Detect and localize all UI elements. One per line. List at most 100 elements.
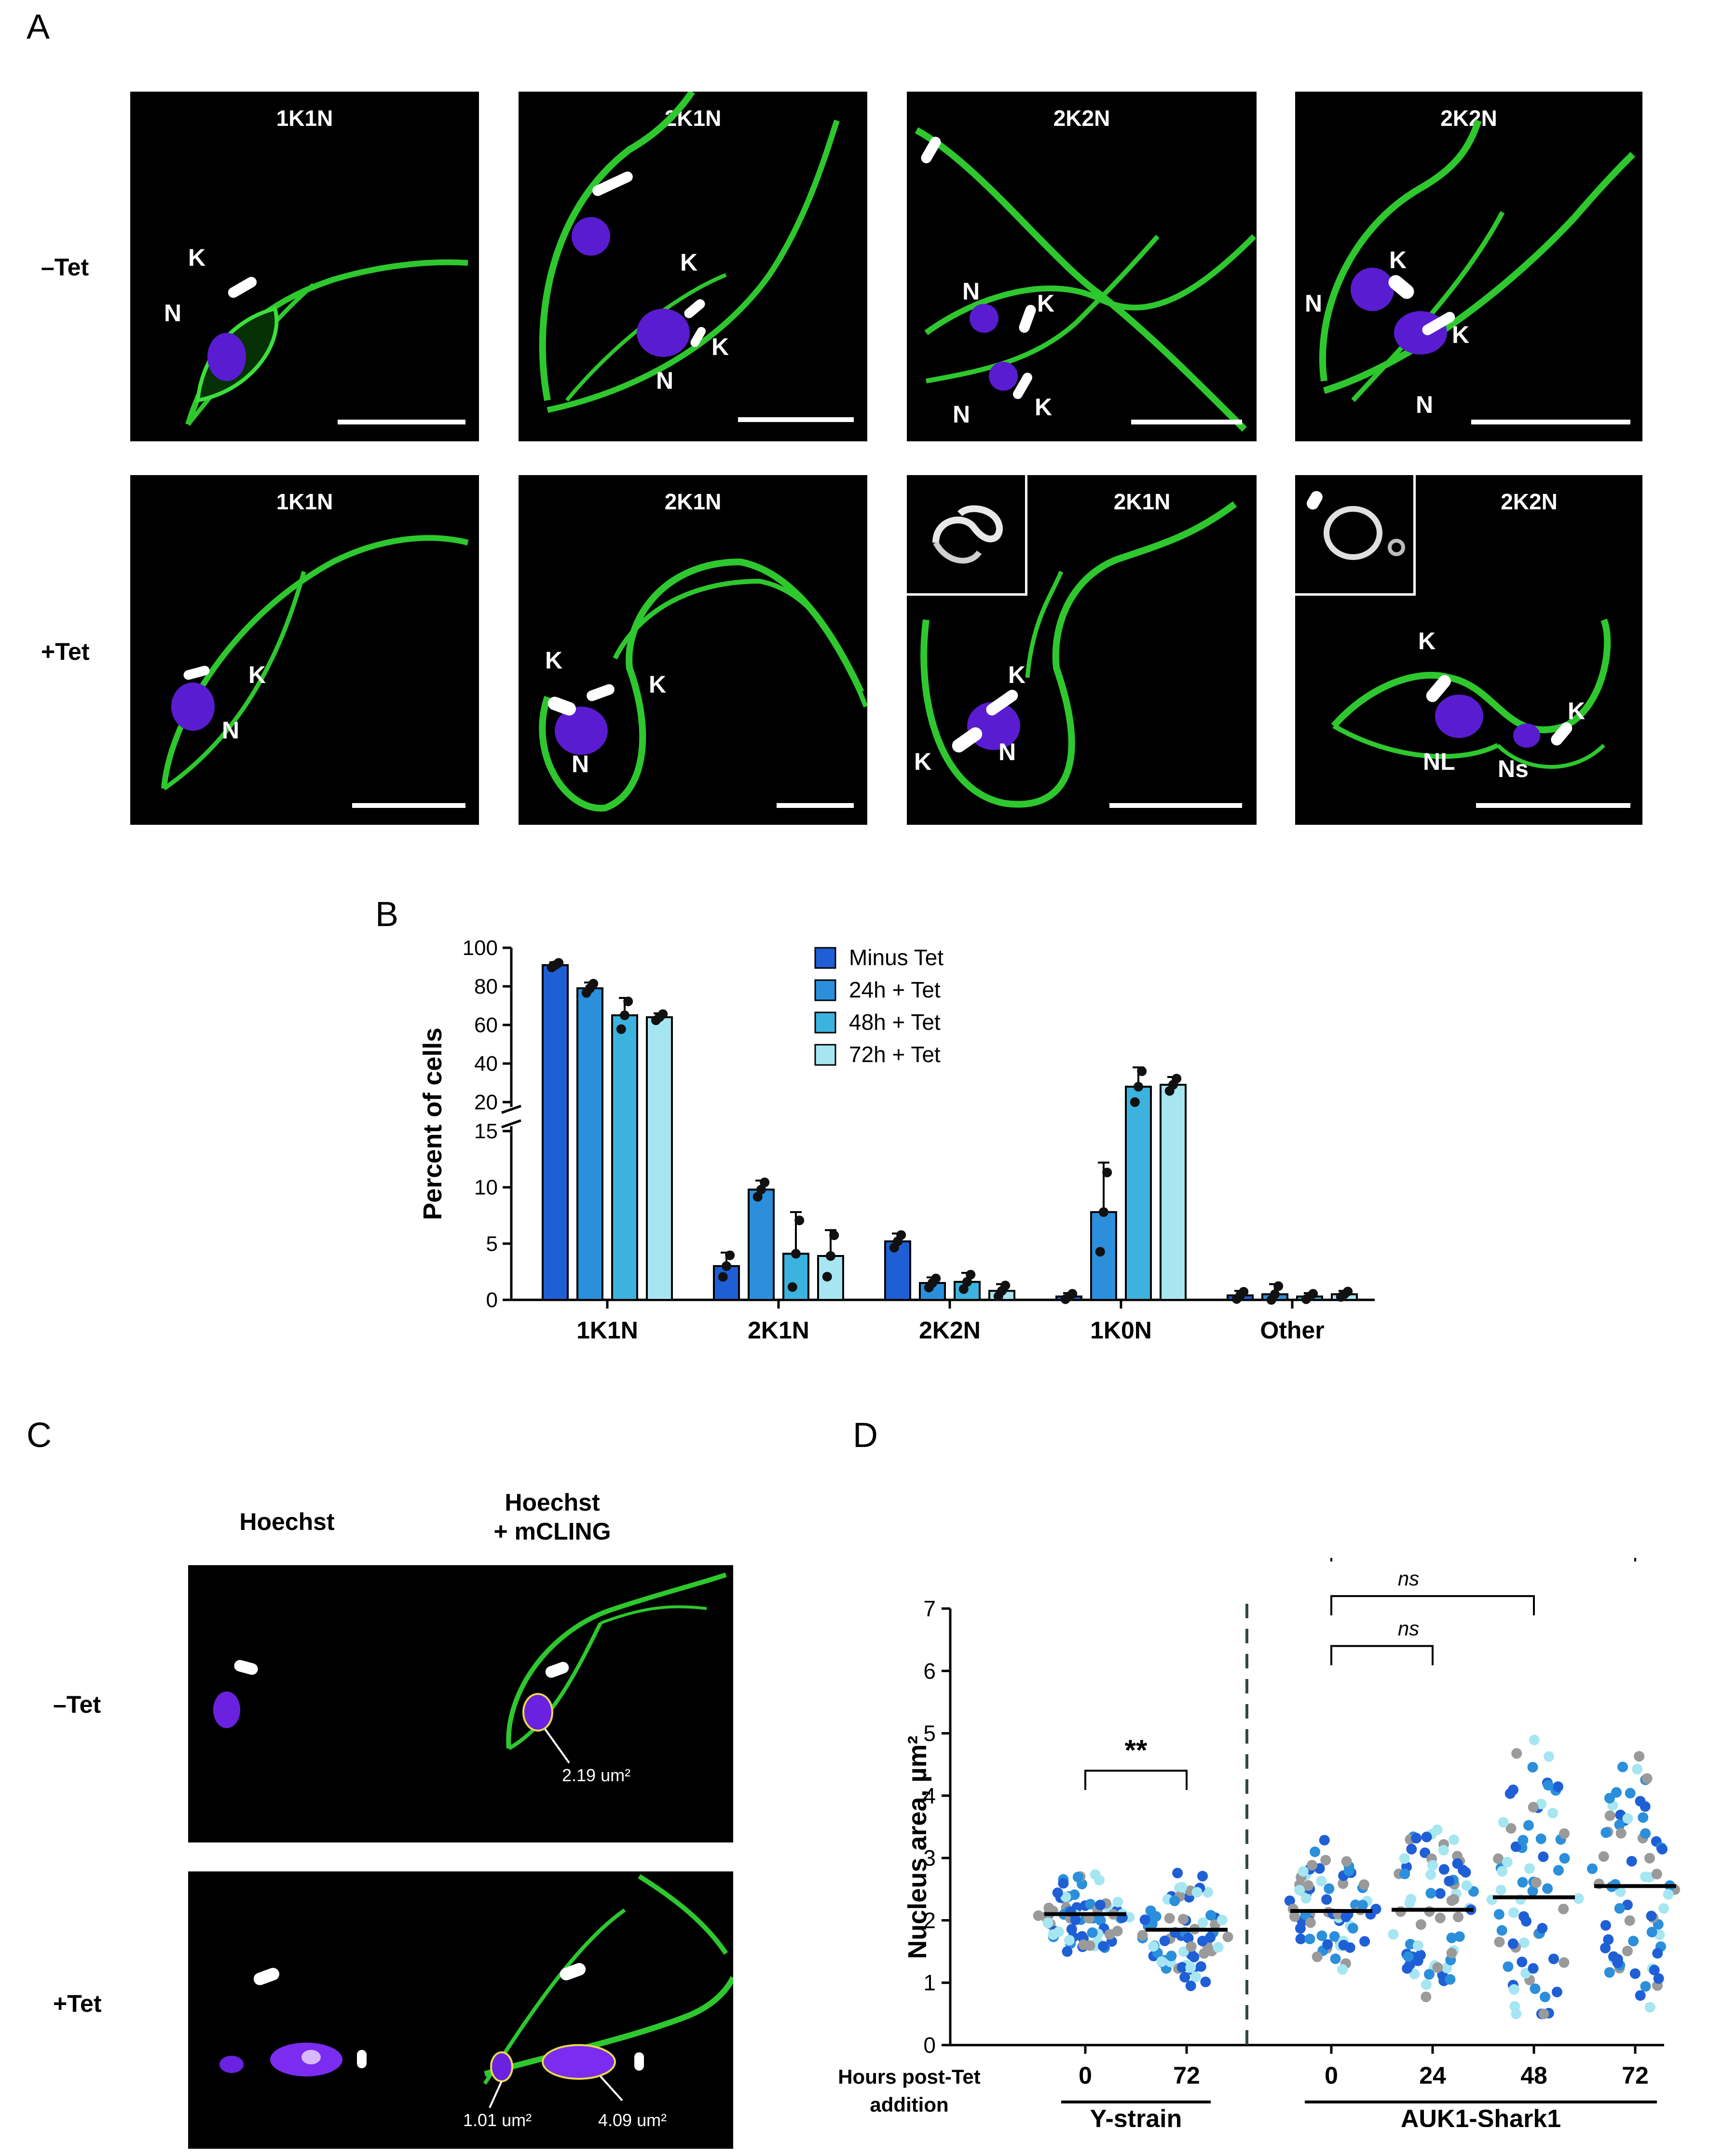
y-axis-title: Nucleus area, µm² xyxy=(903,1735,932,1959)
data-point xyxy=(1084,1940,1095,1951)
data-point xyxy=(1412,1955,1423,1966)
x-tick-label: Other xyxy=(1260,1317,1324,1344)
scatter-chart-nucleus-area: 0 1 2 3 4 5 6 7 Nucleus area, µm² 0 72 0 24 48 72 ** ns n… xyxy=(838,1558,1681,2127)
data-point xyxy=(1338,1939,1349,1951)
data-point xyxy=(1517,1956,1528,1967)
replicate-point xyxy=(966,1269,976,1280)
nucleus-label: N xyxy=(164,300,182,327)
axis-break-mark xyxy=(501,1105,521,1114)
data-point xyxy=(1159,1935,1170,1946)
data-point xyxy=(1432,1962,1443,1973)
nucleus-area-label: 2.19 um² xyxy=(562,1765,631,1785)
data-point xyxy=(1438,1845,1449,1856)
data-point xyxy=(1310,1846,1321,1857)
row-label-c-plus-tet: +Tet xyxy=(53,1990,102,2017)
replicate-point xyxy=(794,1215,805,1226)
significance-label: ns xyxy=(1398,1617,1419,1640)
data-point xyxy=(1139,1914,1150,1925)
data-point xyxy=(1528,1801,1539,1813)
data-point xyxy=(1524,1863,1535,1874)
scale-bar xyxy=(338,420,465,424)
data-point xyxy=(1617,1761,1628,1773)
data-point xyxy=(1646,1926,1657,1938)
y-tick-label: 1 xyxy=(923,1970,936,1995)
data-point xyxy=(1172,1868,1183,1879)
data-point xyxy=(1425,1888,1436,1899)
legend-label: 72h + Tet xyxy=(849,1042,941,1067)
replicate-point xyxy=(623,996,633,1007)
data-point xyxy=(1104,1929,1115,1940)
data-point xyxy=(1496,1925,1507,1936)
data-point xyxy=(1511,1748,1522,1759)
bar xyxy=(884,1240,911,1301)
replicate-point xyxy=(1130,1097,1140,1107)
x-tick-label: 24 xyxy=(1419,2062,1446,2089)
data-point xyxy=(1415,1919,1426,1930)
y-tick-label: 5 xyxy=(923,1721,936,1746)
data-point xyxy=(1493,1909,1504,1920)
data-point xyxy=(1185,1980,1196,1992)
data-point xyxy=(1502,1856,1513,1868)
data-point xyxy=(1547,1808,1559,1819)
data-point xyxy=(1498,1817,1509,1828)
y-tick-label: 2 xyxy=(923,1908,936,1933)
bar-chart-cell-types: 0 5 10 15 20 40 60 80 100 Percent of cells 1K1N 2K1… xyxy=(418,936,1375,1344)
significance-label: ns xyxy=(1398,1567,1419,1590)
data-point xyxy=(1425,1869,1436,1880)
data-point xyxy=(1341,1856,1352,1867)
data-point xyxy=(1626,1856,1637,1867)
cell-image xyxy=(915,127,1257,432)
data-point xyxy=(1357,1899,1368,1910)
replicate-point xyxy=(616,1024,626,1034)
micrograph-minus-tet-2k1n: 2K1N K K N xyxy=(519,92,867,441)
y-tick-label: 7 xyxy=(923,1596,936,1621)
kinetoplast-label: K xyxy=(914,748,932,775)
kinetoplast-label: K xyxy=(1452,321,1470,348)
data-point xyxy=(1191,1887,1203,1898)
bar xyxy=(611,1014,638,1301)
data-point xyxy=(1070,1914,1081,1925)
nucleus-small-label: Ns xyxy=(1498,755,1529,782)
scale-bar xyxy=(1109,803,1242,808)
data-point xyxy=(1615,1886,1626,1897)
data-point xyxy=(1320,1855,1331,1866)
data-point xyxy=(1652,1948,1663,1959)
nucleus-label: N xyxy=(998,738,1016,765)
axis-break-mark xyxy=(501,1119,521,1129)
data-point xyxy=(1190,1971,1201,1982)
data-point xyxy=(1324,1883,1335,1894)
kinetoplast-label: K xyxy=(1568,697,1586,724)
data-point xyxy=(1033,1910,1044,1921)
replicate-point xyxy=(1095,1247,1105,1257)
data-point xyxy=(1213,1942,1224,1953)
micrograph-plus-tet-1k1n: 1K1N K N xyxy=(130,475,479,825)
data-point xyxy=(1066,1924,1077,1935)
data-point xyxy=(1289,1911,1300,1922)
nucleus-inset-image xyxy=(1307,491,1405,560)
data-point xyxy=(1651,1869,1662,1880)
significance-label: ** xyxy=(1125,1734,1148,1766)
x-tick-label: 2K1N xyxy=(748,1317,809,1344)
data-point xyxy=(1321,1894,1332,1905)
data-point xyxy=(1402,1963,1413,1974)
data-point xyxy=(1423,1969,1435,1980)
data-point xyxy=(1622,1946,1633,1957)
data-point xyxy=(1222,1931,1233,1942)
data-point xyxy=(1094,1899,1106,1910)
data-point xyxy=(1406,1843,1417,1855)
data-point xyxy=(1644,1853,1655,1864)
data-point xyxy=(1612,1957,1623,1968)
panel-letter-d: D xyxy=(853,1416,878,1455)
cell-image xyxy=(539,558,867,812)
data-point xyxy=(1494,1937,1505,1948)
replicate-point xyxy=(718,1272,728,1282)
data-point xyxy=(1358,1879,1369,1890)
panel-letter-a: A xyxy=(27,8,50,46)
row-label-plus-tet: +Tet xyxy=(41,638,90,665)
data-point xyxy=(1503,1961,1514,1972)
scale-bar xyxy=(352,803,465,808)
panel-letter-b: B xyxy=(375,895,399,934)
data-point xyxy=(1307,1860,1318,1871)
kinetoplast-label: K xyxy=(188,244,206,271)
data-point xyxy=(1543,1780,1554,1791)
